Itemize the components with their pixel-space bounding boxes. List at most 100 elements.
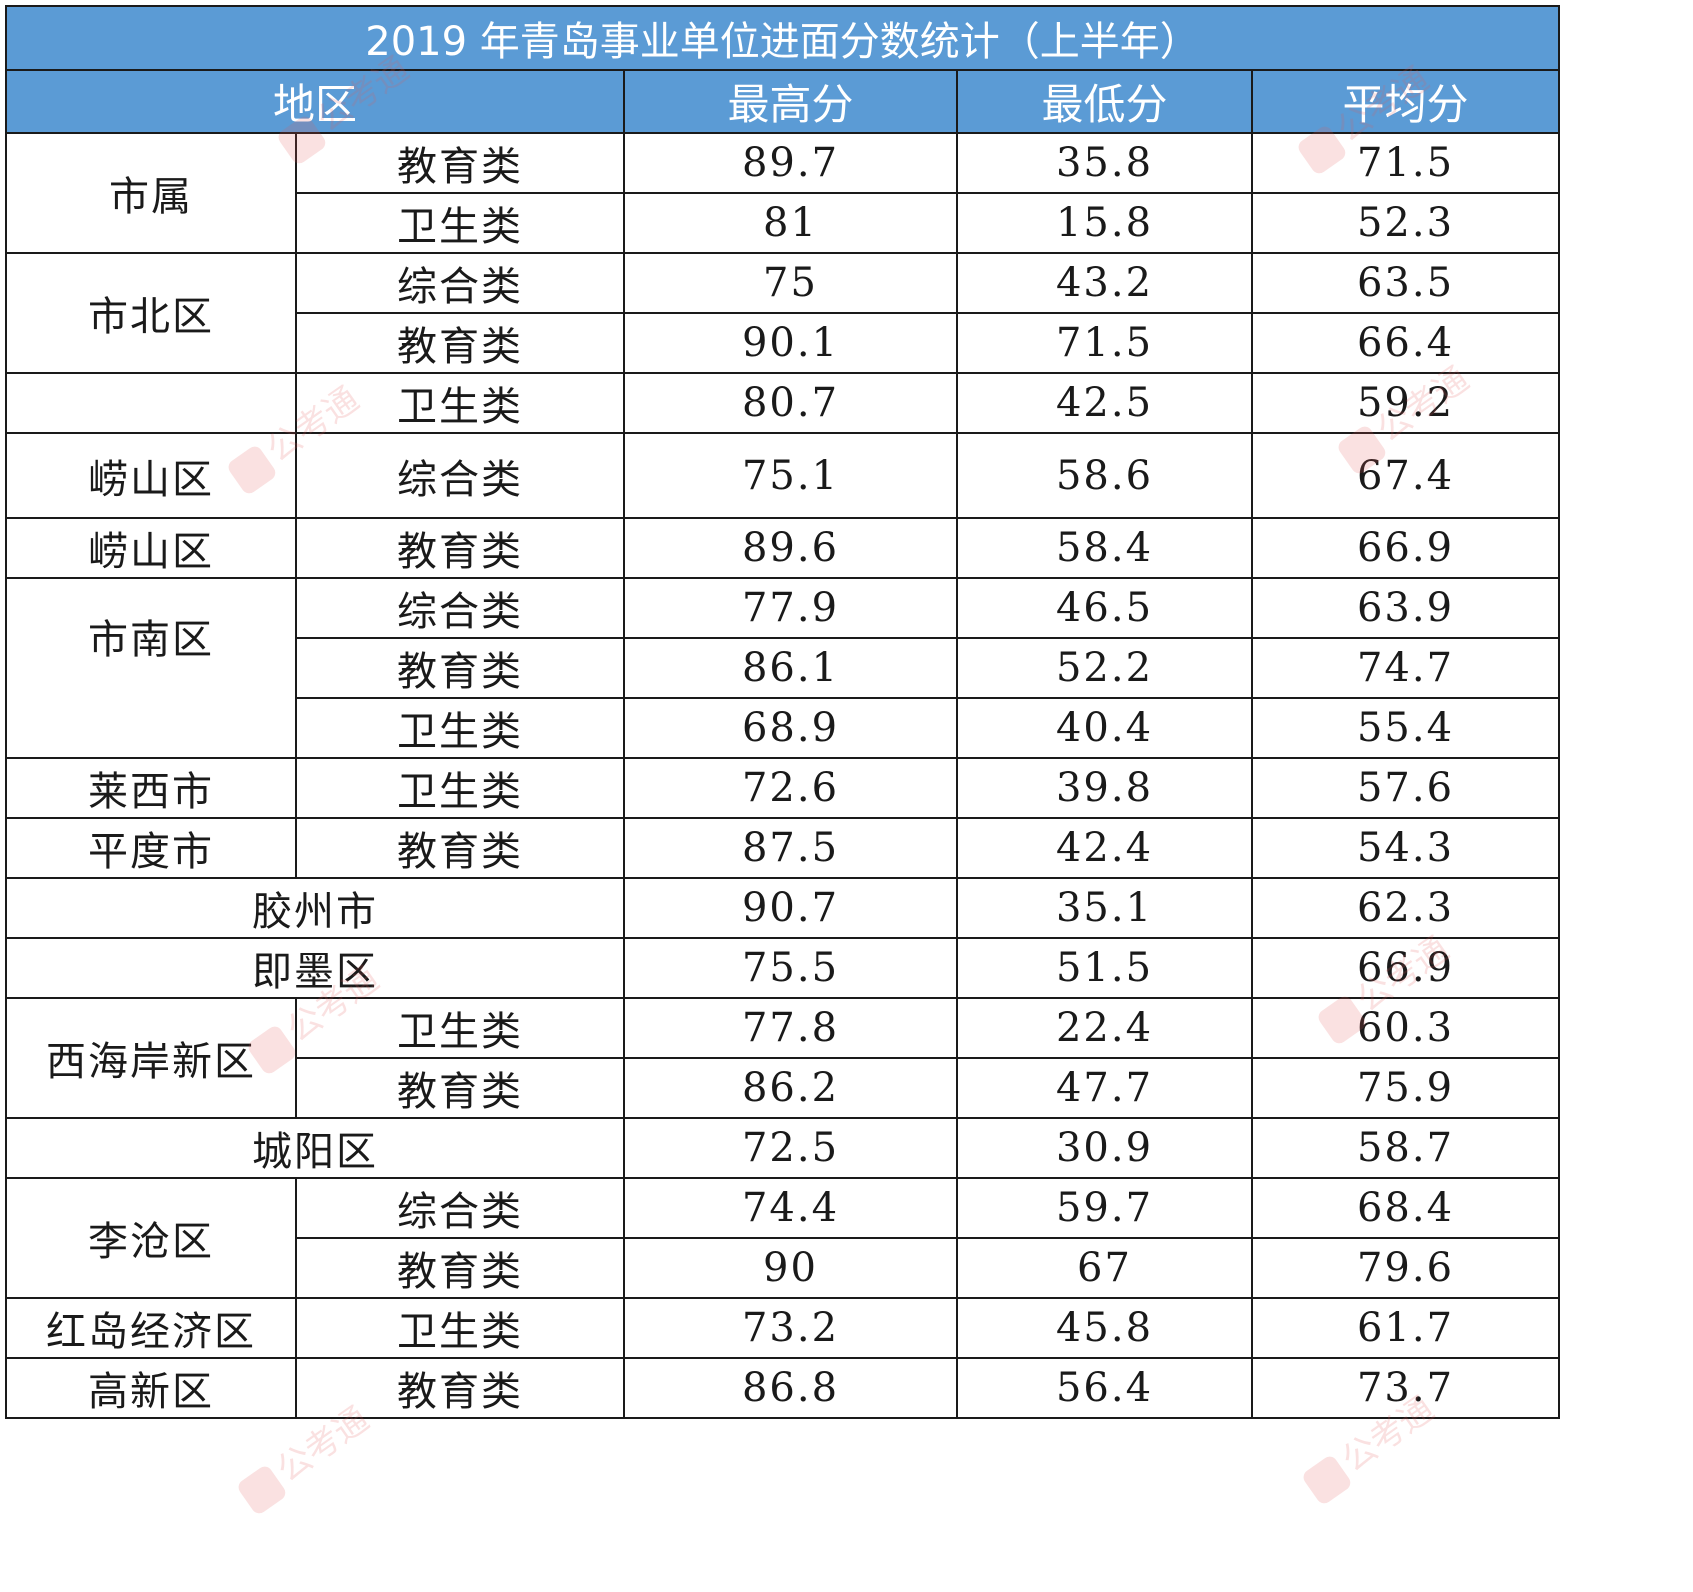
table-row: 教育类 90.1 71.5 66.4 — [6, 312, 1561, 374]
max-score-cell: 72.6 — [623, 757, 958, 819]
min-score-cell: 52.2 — [956, 637, 1253, 699]
region-cell: 即墨区 — [5, 937, 625, 999]
table-title: 2019 年青岛事业单位进面分数统计（上半年） — [4, 5, 1561, 71]
min-score-cell: 47.7 — [956, 1057, 1253, 1119]
max-score-cell: 90.7 — [623, 877, 958, 939]
min-score-cell: 30.9 — [956, 1117, 1253, 1179]
avg-score-cell: 74.7 — [1250, 637, 1561, 699]
table-row: 即墨区 75.5 51.5 66.9 — [5, 937, 1561, 999]
category-cell: 综合类 — [295, 577, 625, 639]
table-row: 李沧区 综合类 74.4 59.7 68.4 — [5, 1177, 1561, 1299]
region-cell: 城阳区 — [5, 1117, 625, 1179]
table-row: 高新区 教育类 86.8 56.4 73.7 — [5, 1357, 1561, 1419]
min-score-cell: 35.1 — [956, 877, 1253, 939]
table-row: 西海岸新区 卫生类 77.8 22.4 60.3 — [5, 997, 1561, 1119]
region-cell: 红岛经济区 — [5, 1297, 297, 1359]
avg-score-cell: 67.4 — [1250, 432, 1561, 519]
min-score-cell: 58.4 — [956, 517, 1253, 579]
max-score-cell: 73.2 — [623, 1297, 958, 1359]
region-cell: 西海岸新区 — [5, 997, 297, 1119]
max-score-cell: 74.4 — [623, 1177, 958, 1239]
avg-score-cell: 57.6 — [1250, 757, 1561, 819]
min-score-cell: 15.8 — [956, 192, 1253, 254]
max-score-cell: 77.8 — [623, 997, 958, 1059]
max-score-cell: 68.9 — [623, 697, 958, 759]
min-score-cell: 42.4 — [956, 817, 1253, 879]
min-score-cell: 45.8 — [956, 1297, 1253, 1359]
region-cell: 胶州市 — [5, 877, 625, 939]
avg-score-cell: 54.3 — [1250, 817, 1561, 879]
avg-score-cell: 61.7 — [1250, 1297, 1561, 1359]
min-score-cell: 56.4 — [956, 1357, 1253, 1419]
max-score-cell: 81 — [623, 192, 958, 254]
score-table-frame: 2019 年青岛事业单位进面分数统计（上半年） 地区 最高分 最低分 平均分 市… — [4, 5, 1561, 1419]
category-cell: 教育类 — [295, 517, 625, 579]
table-row: 卫生类 68.9 40.4 55.4 — [6, 697, 1561, 759]
category-cell: 教育类 — [295, 132, 625, 194]
header-region: 地区 — [5, 69, 625, 134]
table-row: 红岛经济区 卫生类 73.2 45.8 61.7 — [5, 1297, 1561, 1359]
avg-score-cell: 66.9 — [1250, 517, 1561, 579]
table-row: 市北区 综合类 75 43.2 63.5 — [5, 252, 1561, 374]
max-score-cell: 86.2 — [623, 1057, 958, 1119]
region-cell: 崂山区 — [5, 432, 297, 519]
category-cell: 卫生类 — [295, 757, 625, 819]
table-row: 胶州市 90.7 35.1 62.3 — [5, 877, 1561, 939]
category-cell: 综合类 — [295, 1177, 625, 1239]
table-row: 崂山区 教育类 89.6 58.4 66.9 — [5, 517, 1561, 579]
region-cell: 高新区 — [5, 1357, 297, 1419]
category-cell: 教育类 — [295, 312, 625, 374]
score-table: 2019 年青岛事业单位进面分数统计（上半年） 地区 最高分 最低分 平均分 市… — [4, 5, 1561, 1419]
avg-score-cell: 68.4 — [1250, 1177, 1561, 1239]
header-min-score: 最低分 — [956, 69, 1253, 134]
avg-score-cell: 63.9 — [1250, 577, 1561, 639]
table-row: 教育类 86.1 52.2 74.7 — [6, 637, 1561, 699]
max-score-cell: 75.5 — [623, 937, 958, 999]
region-cell — [5, 372, 297, 434]
category-cell: 卫生类 — [295, 192, 625, 254]
table-row: 城阳区 72.5 30.9 58.7 — [5, 1117, 1561, 1179]
avg-score-cell: 66.9 — [1250, 937, 1561, 999]
table-row: 教育类 86.2 47.7 75.9 — [6, 1057, 1561, 1119]
avg-score-cell: 63.5 — [1250, 252, 1561, 314]
avg-score-cell: 52.3 — [1250, 192, 1561, 254]
table-row: 崂山区 综合类 75.1 58.6 67.4 — [5, 432, 1561, 519]
avg-score-cell: 75.9 — [1250, 1057, 1561, 1119]
table-row: 市南区 综合类 77.9 46.5 63.9 — [5, 577, 1561, 759]
table-row: 卫生类 80.7 42.5 59.2 — [5, 372, 1561, 434]
region-cell: 李沧区 — [5, 1177, 297, 1299]
table-row: 平度市 教育类 87.5 42.4 54.3 — [5, 817, 1561, 879]
region-cell: 市属 — [5, 132, 297, 254]
category-cell: 卫生类 — [295, 372, 625, 434]
table-row: 卫生类 81 15.8 52.3 — [6, 192, 1561, 254]
region-cell: 莱西市 — [5, 757, 297, 819]
max-score-cell: 75.1 — [623, 432, 958, 519]
min-score-cell: 51.5 — [956, 937, 1253, 999]
header-max-score: 最高分 — [623, 69, 958, 134]
min-score-cell: 67 — [956, 1237, 1253, 1299]
category-cell: 教育类 — [295, 817, 625, 879]
max-score-cell: 89.6 — [623, 517, 958, 579]
max-score-cell: 86.8 — [623, 1357, 958, 1419]
max-score-cell: 87.5 — [623, 817, 958, 879]
category-cell: 教育类 — [295, 1237, 625, 1299]
min-score-cell: 42.5 — [956, 372, 1253, 434]
min-score-cell: 22.4 — [956, 997, 1253, 1059]
category-cell: 教育类 — [295, 637, 625, 699]
region-cell: 市南区 — [5, 577, 297, 759]
min-score-cell: 71.5 — [956, 312, 1253, 374]
avg-score-cell: 60.3 — [1250, 997, 1561, 1059]
category-cell: 卫生类 — [295, 997, 625, 1059]
avg-score-cell: 58.7 — [1250, 1117, 1561, 1179]
region-cell: 平度市 — [5, 817, 297, 879]
region-cell: 市北区 — [5, 252, 297, 374]
avg-score-cell: 62.3 — [1250, 877, 1561, 939]
avg-score-cell: 71.5 — [1250, 132, 1561, 194]
max-score-cell: 75 — [623, 252, 958, 314]
min-score-cell: 40.4 — [956, 697, 1253, 759]
table-row: 教育类 90 67 79.6 — [6, 1237, 1561, 1299]
avg-score-cell: 59.2 — [1250, 372, 1561, 434]
category-cell: 综合类 — [295, 432, 625, 519]
min-score-cell: 58.6 — [956, 432, 1253, 519]
category-cell: 综合类 — [295, 252, 625, 314]
